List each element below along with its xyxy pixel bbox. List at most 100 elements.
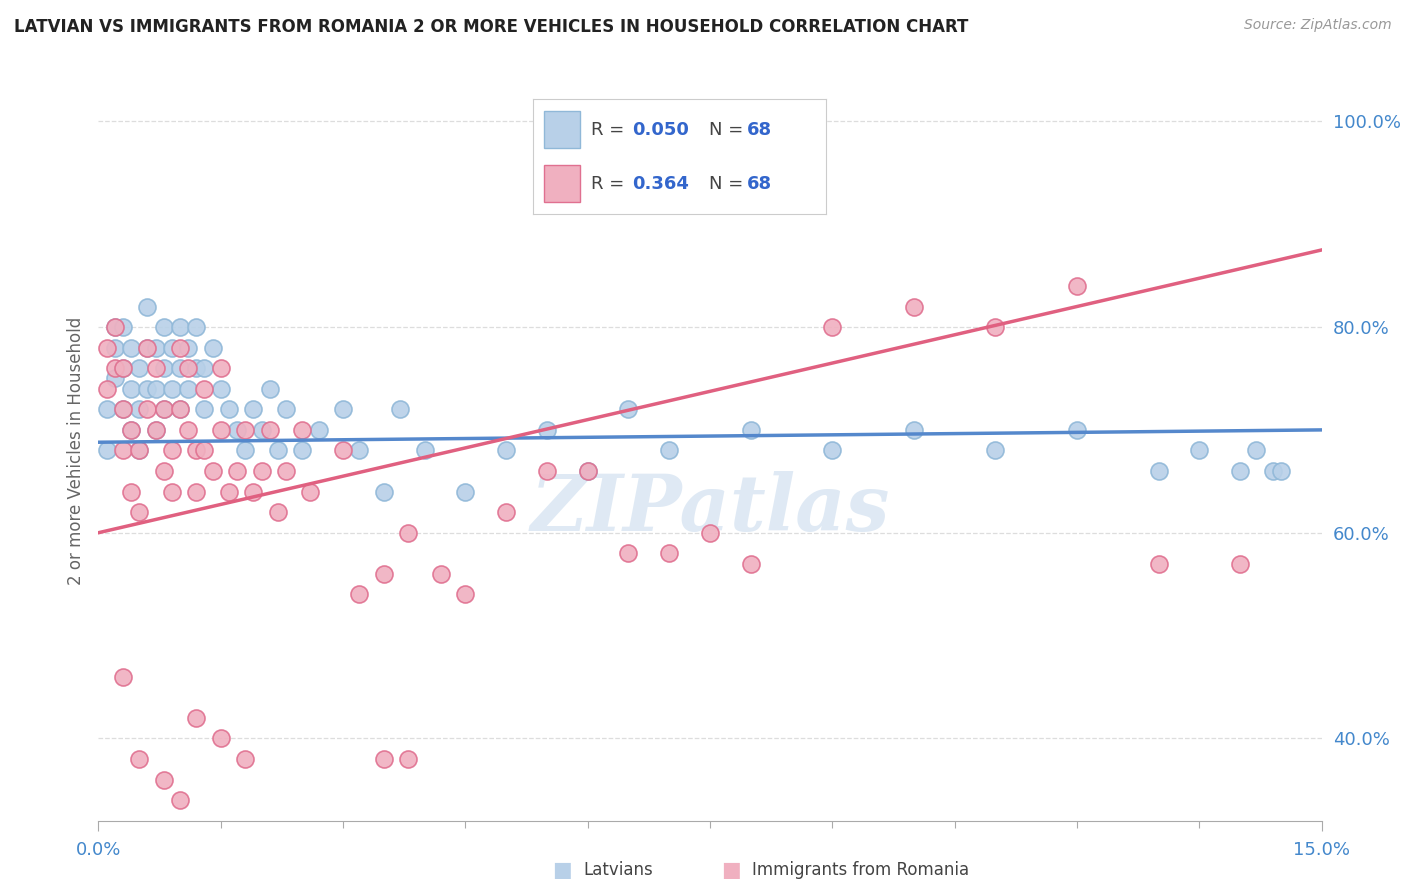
Point xyxy=(821,443,844,458)
Point xyxy=(267,443,290,458)
Point xyxy=(160,443,183,458)
Point xyxy=(576,464,599,478)
Point xyxy=(274,402,297,417)
Text: 68: 68 xyxy=(747,175,772,193)
Point xyxy=(160,382,183,396)
Point xyxy=(218,484,240,499)
Text: LATVIAN VS IMMIGRANTS FROM ROMANIA 2 OR MORE VEHICLES IN HOUSEHOLD CORRELATION C: LATVIAN VS IMMIGRANTS FROM ROMANIA 2 OR … xyxy=(14,18,969,36)
Point xyxy=(389,402,412,417)
Point xyxy=(128,752,150,766)
Point xyxy=(218,402,240,417)
Point xyxy=(152,361,174,376)
Point xyxy=(1261,464,1284,478)
Point xyxy=(1147,557,1170,571)
Point xyxy=(396,752,419,766)
Point xyxy=(120,484,142,499)
Point xyxy=(984,443,1007,458)
Point xyxy=(699,525,721,540)
Point xyxy=(160,341,183,355)
Point xyxy=(152,464,174,478)
Point xyxy=(136,341,159,355)
Point xyxy=(209,731,232,746)
Point xyxy=(111,443,134,458)
Point xyxy=(267,505,290,519)
Point xyxy=(128,361,150,376)
Point xyxy=(1270,464,1292,478)
Point xyxy=(177,361,200,376)
Text: N =: N = xyxy=(709,120,749,139)
Point xyxy=(233,423,256,437)
Point xyxy=(349,587,371,601)
Point xyxy=(152,320,174,334)
Point xyxy=(193,443,215,458)
Point xyxy=(536,423,558,437)
Text: ■: ■ xyxy=(553,860,572,880)
Point xyxy=(740,557,762,571)
Point xyxy=(169,361,191,376)
Point xyxy=(104,320,127,334)
Point xyxy=(186,484,208,499)
Point xyxy=(396,525,419,540)
Point xyxy=(120,382,142,396)
Text: N =: N = xyxy=(709,175,749,193)
Point xyxy=(128,443,150,458)
Text: Immigrants from Romania: Immigrants from Romania xyxy=(752,861,969,879)
Point xyxy=(145,423,167,437)
Point xyxy=(576,464,599,478)
Point xyxy=(1229,464,1251,478)
Point xyxy=(984,320,1007,334)
Text: Source: ZipAtlas.com: Source: ZipAtlas.com xyxy=(1244,18,1392,32)
Point xyxy=(291,423,314,437)
Point xyxy=(201,341,224,355)
Point xyxy=(658,443,681,458)
Point xyxy=(96,402,118,417)
Point xyxy=(259,423,281,437)
Point xyxy=(250,423,273,437)
Point xyxy=(259,382,281,396)
Point xyxy=(120,423,142,437)
Point xyxy=(145,423,167,437)
Point xyxy=(145,341,167,355)
Y-axis label: 2 or more Vehicles in Household: 2 or more Vehicles in Household xyxy=(66,317,84,584)
Point xyxy=(186,443,208,458)
Point xyxy=(209,423,232,437)
Point xyxy=(169,341,191,355)
Point xyxy=(495,505,517,519)
Point xyxy=(169,793,191,807)
Point xyxy=(169,402,191,417)
Point xyxy=(152,402,174,417)
Text: Latvians: Latvians xyxy=(583,861,654,879)
Bar xyxy=(544,165,579,202)
Point xyxy=(903,423,925,437)
Point xyxy=(193,382,215,396)
Point xyxy=(136,382,159,396)
Point xyxy=(128,402,150,417)
Point xyxy=(332,402,354,417)
Point xyxy=(169,402,191,417)
Point xyxy=(536,464,558,478)
Point xyxy=(209,382,232,396)
Point xyxy=(104,341,127,355)
Bar xyxy=(544,112,579,148)
Point xyxy=(111,361,134,376)
Point xyxy=(349,443,371,458)
Point xyxy=(104,320,127,334)
Point xyxy=(658,546,681,560)
Point xyxy=(373,566,395,581)
Point xyxy=(152,772,174,787)
Point xyxy=(430,566,453,581)
Point xyxy=(136,300,159,314)
Point xyxy=(186,361,208,376)
Point xyxy=(186,320,208,334)
Point xyxy=(1147,464,1170,478)
Point xyxy=(274,464,297,478)
Point xyxy=(177,341,200,355)
Point xyxy=(152,402,174,417)
Point xyxy=(96,382,118,396)
Point xyxy=(1066,423,1088,437)
Point xyxy=(160,484,183,499)
Point xyxy=(226,464,249,478)
Point xyxy=(193,361,215,376)
Text: 0.050: 0.050 xyxy=(633,120,689,139)
Point xyxy=(111,670,134,684)
